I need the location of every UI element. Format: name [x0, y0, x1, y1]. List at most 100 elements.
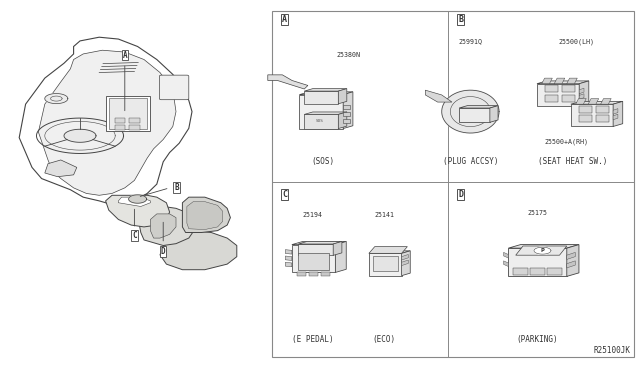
Polygon shape — [508, 248, 567, 276]
Polygon shape — [45, 94, 68, 103]
Bar — [115, 125, 125, 130]
Polygon shape — [588, 99, 599, 104]
Polygon shape — [19, 37, 192, 205]
Polygon shape — [45, 160, 77, 177]
Polygon shape — [402, 254, 408, 260]
Polygon shape — [285, 262, 292, 267]
Text: (E PEDAL): (E PEDAL) — [291, 335, 333, 344]
Polygon shape — [554, 78, 564, 84]
Text: (ECO): (ECO) — [372, 335, 396, 344]
Polygon shape — [161, 81, 184, 90]
Polygon shape — [339, 89, 347, 104]
Polygon shape — [402, 251, 410, 276]
Text: 25500+A(RH): 25500+A(RH) — [545, 139, 588, 145]
Polygon shape — [339, 112, 347, 129]
Polygon shape — [567, 245, 579, 276]
Polygon shape — [304, 89, 347, 91]
Polygon shape — [372, 256, 398, 271]
Polygon shape — [129, 195, 147, 203]
Polygon shape — [571, 104, 613, 126]
Polygon shape — [596, 106, 609, 113]
Polygon shape — [508, 245, 579, 248]
Polygon shape — [38, 50, 176, 195]
Polygon shape — [600, 99, 611, 104]
Polygon shape — [304, 112, 347, 115]
Polygon shape — [298, 272, 306, 276]
Polygon shape — [343, 112, 351, 116]
Polygon shape — [292, 241, 346, 245]
Polygon shape — [613, 102, 623, 126]
Text: B: B — [174, 183, 179, 192]
Polygon shape — [579, 94, 584, 99]
Polygon shape — [537, 84, 579, 106]
Polygon shape — [402, 260, 408, 266]
Polygon shape — [333, 241, 342, 255]
Polygon shape — [298, 241, 342, 244]
Bar — [272, 11, 634, 357]
Text: (PLUG ACCSY): (PLUG ACCSY) — [443, 157, 498, 166]
Text: 25500(LH): 25500(LH) — [558, 38, 594, 45]
Text: D: D — [458, 190, 463, 199]
Polygon shape — [321, 272, 330, 276]
Polygon shape — [285, 250, 292, 254]
Polygon shape — [182, 197, 230, 232]
Polygon shape — [579, 88, 584, 94]
Polygon shape — [442, 90, 499, 133]
Polygon shape — [504, 261, 508, 266]
Text: P: P — [541, 248, 545, 253]
Polygon shape — [300, 94, 343, 129]
Polygon shape — [369, 251, 410, 253]
Polygon shape — [187, 202, 223, 230]
Polygon shape — [537, 81, 589, 84]
Polygon shape — [268, 75, 308, 89]
Polygon shape — [304, 91, 339, 104]
Polygon shape — [504, 252, 508, 258]
Polygon shape — [562, 86, 575, 92]
Polygon shape — [545, 86, 558, 92]
Polygon shape — [534, 247, 551, 254]
Text: 25175: 25175 — [527, 210, 548, 216]
Polygon shape — [490, 106, 498, 122]
Polygon shape — [369, 253, 402, 276]
Bar — [129, 125, 140, 130]
Polygon shape — [541, 78, 552, 84]
Text: B: B — [458, 15, 463, 24]
Polygon shape — [579, 106, 592, 113]
Polygon shape — [118, 197, 150, 206]
Polygon shape — [285, 256, 292, 260]
Text: 25141: 25141 — [374, 212, 394, 218]
Polygon shape — [613, 109, 618, 114]
Text: 25991Q: 25991Q — [458, 39, 483, 45]
Polygon shape — [343, 92, 353, 129]
Text: SOS: SOS — [316, 119, 324, 123]
Text: 25380N: 25380N — [337, 52, 361, 58]
Polygon shape — [369, 247, 407, 253]
Text: D: D — [161, 247, 166, 256]
Polygon shape — [298, 253, 329, 270]
Bar — [129, 118, 140, 123]
Polygon shape — [576, 99, 586, 104]
Polygon shape — [547, 268, 562, 275]
Polygon shape — [426, 90, 452, 102]
Polygon shape — [562, 95, 575, 102]
Text: (SEAT HEAT SW.): (SEAT HEAT SW.) — [538, 157, 607, 166]
Polygon shape — [545, 95, 558, 102]
Polygon shape — [567, 78, 577, 84]
Text: R25100JK: R25100JK — [593, 346, 630, 355]
Polygon shape — [106, 195, 170, 227]
Polygon shape — [567, 261, 575, 268]
Bar — [115, 118, 125, 123]
Polygon shape — [298, 244, 333, 255]
Polygon shape — [64, 129, 96, 142]
Text: C: C — [282, 190, 287, 199]
Polygon shape — [579, 115, 592, 122]
Polygon shape — [343, 119, 351, 123]
Polygon shape — [459, 106, 498, 108]
Text: 25194: 25194 — [302, 212, 323, 218]
Polygon shape — [138, 206, 195, 246]
Text: (PARKING): (PARKING) — [516, 335, 559, 344]
Polygon shape — [309, 272, 318, 276]
Polygon shape — [613, 114, 618, 120]
Polygon shape — [343, 105, 351, 109]
Text: C: C — [132, 231, 137, 240]
